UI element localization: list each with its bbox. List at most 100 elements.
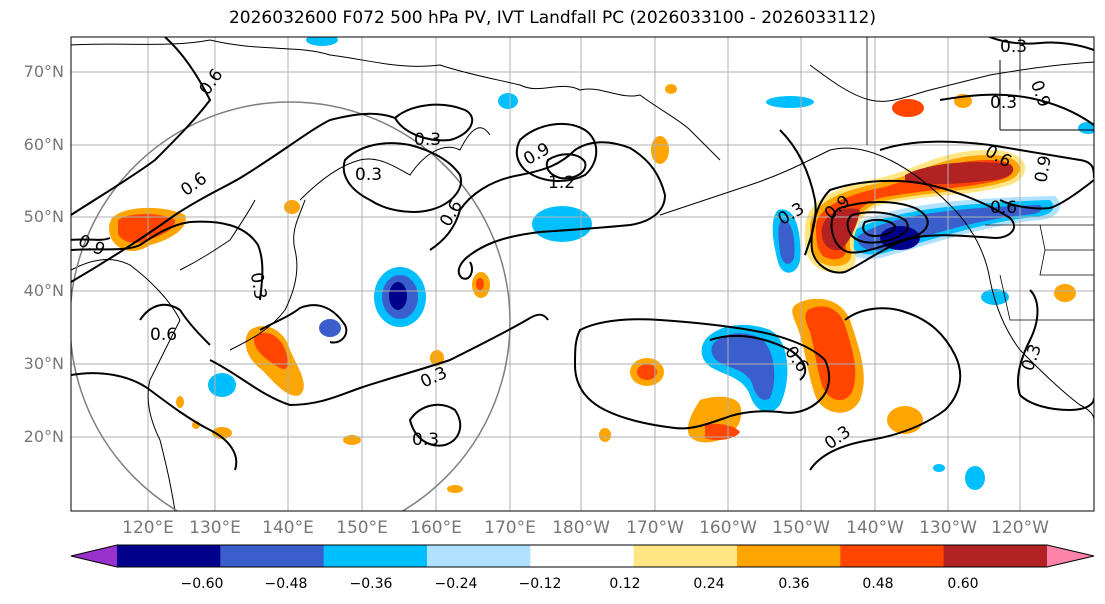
ivt-red-small-1 [637, 364, 657, 380]
ivt-blue-small-4 [766, 96, 814, 108]
lon-label-130w: 130°W [919, 518, 977, 538]
lat-label-30n: 30°N [23, 354, 64, 373]
gridlines [71, 37, 1094, 511]
lon-label-160w: 160°W [699, 518, 757, 538]
ivt-negative-shading [208, 37, 1094, 490]
lon-label-140e: 140°E [262, 518, 314, 538]
contour-label-0p3-a: 0.3 [246, 271, 270, 301]
ivt-blue-central-pacific-core [711, 333, 775, 400]
lat-label-70n: 70°N [23, 62, 64, 81]
pv-contour-0p6-nw [71, 37, 212, 216]
ivt-blue-dateline [532, 206, 592, 242]
pv-contour-1p5-gulf [846, 211, 909, 244]
pv-contour-0p3-na-sw [1017, 289, 1094, 412]
colorbar-segment [943, 545, 1048, 567]
colorbar-extend-low [71, 545, 117, 567]
pv-contours [71, 37, 1094, 471]
contour-label-0p6-c: 0.6 [150, 325, 177, 345]
ivt-darkred-na-2 [821, 208, 860, 251]
pv-contour-0p6-china [139, 303, 211, 346]
colorbar-tick-4: −0.24 [434, 576, 478, 592]
pv-contour-0p6-west [71, 112, 396, 283]
colorbar-outline [70, 544, 1095, 568]
ivt-red-na [816, 160, 1014, 260]
ivt-orange-small-14 [176, 396, 184, 408]
coast-japan [229, 199, 306, 351]
ivt-orange-small-13 [447, 485, 463, 493]
ivt-blue-west-coast-core [778, 219, 795, 264]
ivt-orange-small-11 [599, 428, 611, 442]
map-title: 2026032600 F072 500 hPa PV, IVT Landfall… [228, 8, 876, 28]
pv-contour-0p3-south [71, 372, 238, 471]
contour-label-0p9-d: 0.9 [1031, 154, 1055, 184]
pv-contour-1p2-gulf [830, 201, 929, 254]
ivt-blue-small-1 [319, 319, 341, 337]
lon-label-160e: 160°E [410, 518, 462, 538]
colorbar-tick-7: 0.24 [693, 576, 725, 592]
lat-label-20n: 20°N [23, 427, 64, 446]
colorbar-segment [633, 545, 738, 567]
lon-label-170e: 170°E [484, 518, 536, 538]
lat-label-60n: 60°N [23, 135, 64, 154]
colorbar-segment [117, 545, 221, 567]
colorbar-extend-high [1047, 545, 1094, 567]
ivt-orange-small-4 [1054, 284, 1076, 302]
contour-label-0p3-b: 0.3 [355, 165, 382, 185]
ivt-red-mongolia [118, 214, 176, 243]
pv-contour-0p9-gulf-outer [810, 179, 1015, 274]
pv-contour-0p3-subtropical [209, 313, 549, 407]
ivt-orange-small-3 [651, 136, 669, 164]
lat-label-50n: 50°N [23, 207, 64, 226]
colorbar-tick-10: 0.60 [947, 576, 979, 592]
map-frame [70, 36, 1095, 512]
map-plot-area: 0.6 0.6 0.9 0.3 0.6 0.3 0.3 0.6 0.9 1.2 … [71, 37, 1094, 511]
lon-label-130e: 130°E [189, 518, 241, 538]
ivt-blue-small-6 [965, 466, 985, 490]
colorbar [70, 544, 1095, 568]
colorbar-tick-8: 0.36 [778, 576, 810, 592]
pv-contour-0p3-gulf [779, 129, 817, 256]
contour-label-0p3-j: 0.3 [1000, 37, 1027, 57]
ivt-red-hawaii [705, 423, 740, 440]
ivt-orange-small-12 [665, 84, 677, 94]
lon-label-150w: 150°W [772, 518, 830, 538]
pv-contour-0p3-okhotsk [342, 142, 462, 213]
colorbar-segment [323, 545, 428, 567]
ivt-red-japan [253, 332, 288, 370]
ivt-orange-small-6 [887, 406, 923, 434]
pv-contour-0p9-far-west [71, 237, 111, 241]
pv-contour-1p8-gulf [862, 218, 897, 238]
pv-contour-0p6-japan [259, 304, 348, 344]
pv-contour-0p3-central-pacific [573, 318, 831, 430]
pv-contour-0p6-central-pacific [709, 334, 807, 381]
coast-korea-manchuria [179, 199, 256, 271]
colorbar-tick-6: 0.12 [609, 576, 641, 592]
colorbar-tick-3: −0.36 [349, 576, 393, 592]
pv-contour-0p3-na-arctic [939, 93, 1094, 126]
ivt-blue-small-3 [498, 93, 518, 109]
ivt-blue-small-2 [208, 373, 236, 397]
colorbar-segments [117, 545, 1048, 567]
coast-aleutians-na [659, 147, 1094, 421]
pv-contour-0p3-na-top [987, 37, 1094, 51]
lon-label-120e: 120°E [122, 518, 174, 538]
colorbar-tick-5: −0.12 [518, 576, 562, 592]
ivt-blue-nw-pacific-core [389, 282, 407, 310]
pv-contour-1p2-dateline [545, 153, 587, 180]
colorbar-segment [427, 545, 531, 567]
ivt-positive-shading [109, 84, 1076, 493]
contour-label-0p3-c: 0.3 [414, 130, 441, 150]
lon-label-140w: 140°W [846, 518, 904, 538]
colorbar-segment [220, 545, 325, 567]
ivt-blue-small-5 [306, 37, 338, 46]
ivt-blue-small-7 [981, 289, 1009, 305]
lon-label-180w: 180°W [552, 518, 610, 538]
map-background [71, 37, 1094, 511]
contour-label-0p3-e: 0.3 [412, 430, 439, 450]
ivt-darkred-na-1 [905, 162, 1014, 185]
colorbar-segment [840, 545, 945, 567]
ivt-blue-small-9 [933, 464, 945, 472]
coast-china [71, 259, 181, 511]
borders [866, 37, 1094, 321]
